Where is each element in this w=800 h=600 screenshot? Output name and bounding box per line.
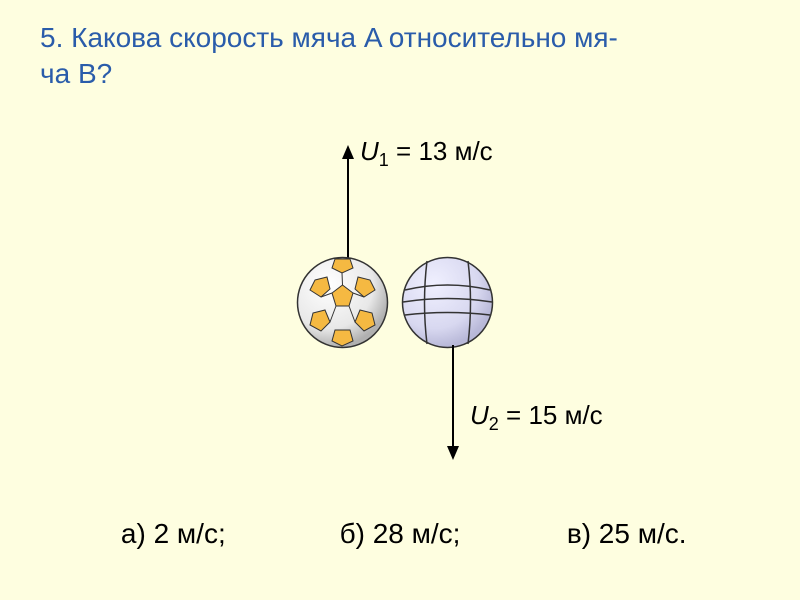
ball-b-icon (400, 255, 495, 350)
answers-row: а) 2 м/с; б) 28 м/с; в) 25 м/с. (0, 518, 800, 550)
ball-a-icon (295, 255, 390, 350)
velocity2-value: = 15 м/с (506, 400, 603, 430)
velocity2-label: U2 = 15 м/с (470, 400, 603, 435)
question-line2: ча B? (40, 56, 760, 92)
diagram-area: U1 = 13 м/с (0, 100, 800, 460)
answer-b: б) 28 м/с; (287, 518, 514, 550)
velocity-arrow-down (443, 345, 463, 460)
answer-a: а) 2 м/с; (60, 518, 287, 550)
velocity2-symbol: U (470, 400, 489, 430)
velocity1-subscript: 1 (379, 150, 389, 170)
question-text: 5. Какова скорость мяча A относительно м… (40, 20, 760, 93)
velocity1-value: = 13 м/с (396, 136, 493, 166)
velocity2-subscript: 2 (489, 414, 499, 434)
velocity1-label: U1 = 13 м/с (360, 136, 493, 171)
answer-c: в) 25 м/с. (513, 518, 740, 550)
velocity-arrow-up (338, 145, 358, 260)
question-line1: 5. Какова скорость мяча A относительно м… (40, 20, 760, 56)
velocity1-symbol: U (360, 136, 379, 166)
